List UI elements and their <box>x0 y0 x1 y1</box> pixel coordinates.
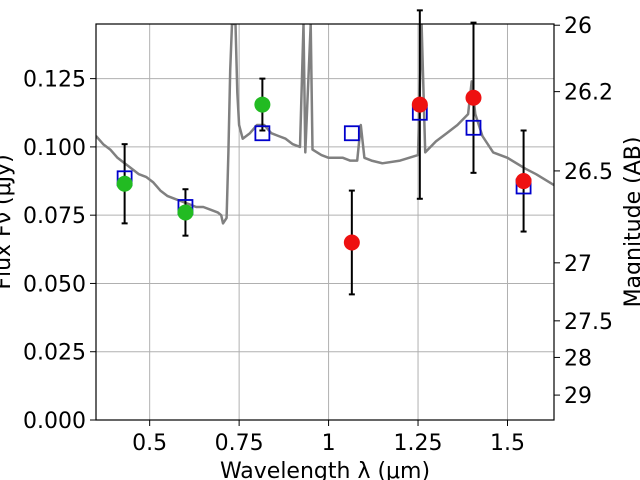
model-photometry-square <box>465 119 482 136</box>
upper-limit-point <box>411 96 428 113</box>
y2-axis-label: Magnitude (AB) <box>621 137 640 308</box>
x-tick-label: 1.5 <box>490 431 525 456</box>
upper-limit-point <box>343 234 360 251</box>
detection-point <box>254 96 271 113</box>
plot-area <box>96 24 554 225</box>
model-spectrum-line <box>96 24 554 225</box>
photometry-markers <box>116 89 532 251</box>
y2-tick-label: 26.2 <box>564 81 613 106</box>
y-tick-label: 0.000 <box>23 409 86 434</box>
y2-axis-ticks: 26 26.2 26.5 27 27.5 28 29 <box>554 14 613 409</box>
y-tick-label: 0.100 <box>23 136 86 161</box>
model-photometry-square <box>254 125 271 142</box>
x-tick-label: 0.5 <box>132 431 167 456</box>
y-tick-label: 0.075 <box>23 204 86 229</box>
error-bars <box>121 9 527 296</box>
upper-limit-point <box>515 173 532 190</box>
y-axis-label: Flux Fν (μJy) <box>0 154 16 289</box>
x-tick-label: 1.25 <box>394 431 443 456</box>
y2-tick-label: 27 <box>564 252 592 277</box>
y-tick-label: 0.025 <box>23 341 86 366</box>
y2-tick-label: 26.5 <box>564 160 613 185</box>
y2-tick-label: 26 <box>564 14 592 39</box>
y2-tick-label: 27.5 <box>564 310 613 335</box>
x-axis-label: Wavelength λ (μm) <box>220 459 430 480</box>
y2-tick-label: 28 <box>564 346 592 371</box>
y2-tick-label: 29 <box>564 384 592 409</box>
upper-limit-point <box>465 89 482 106</box>
y-tick-label: 0.125 <box>23 68 86 93</box>
y-axis-ticks: 0.000 0.025 0.050 0.075 0.100 0.125 <box>23 68 96 434</box>
detection-point <box>177 204 194 221</box>
grid <box>96 24 554 421</box>
x-axis-ticks: 0.5 0.75 1 1.25 1.5 <box>132 420 525 456</box>
y-tick-label: 0.050 <box>23 272 86 297</box>
detection-point <box>116 175 133 192</box>
x-tick-label: 1 <box>322 431 336 456</box>
plot-frame <box>95 23 555 421</box>
x-tick-label: 0.75 <box>215 431 264 456</box>
model-photometry-square <box>343 125 360 142</box>
